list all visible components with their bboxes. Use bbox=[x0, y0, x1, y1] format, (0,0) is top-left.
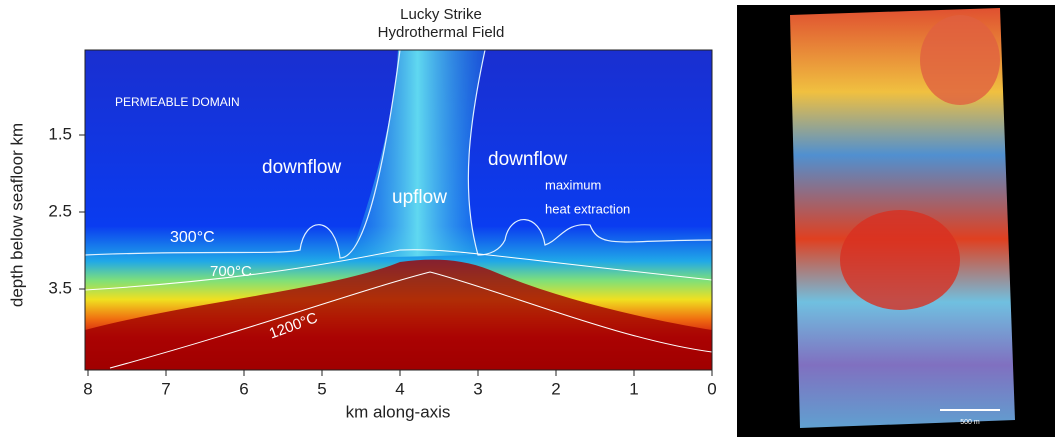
y-axis-label: depth below seafloor km bbox=[7, 123, 26, 307]
x-tick-label: 5 bbox=[317, 379, 326, 398]
x-tick-label: 4 bbox=[395, 379, 404, 398]
figure: PERMEABLE DOMAIN downflow downflow upflo… bbox=[0, 0, 1059, 438]
map-feature bbox=[920, 15, 1000, 105]
scale-label: 500 m bbox=[960, 419, 980, 426]
panel-a: PERMEABLE DOMAIN downflow downflow upflo… bbox=[7, 6, 716, 422]
title: Hydrothermal Field bbox=[378, 24, 505, 41]
annotation: upflow bbox=[392, 187, 447, 208]
annotation: downflow bbox=[488, 149, 567, 170]
map-feature bbox=[840, 210, 960, 310]
panel-b: 500 m bbox=[737, 5, 1055, 437]
x-tick-label: 8 bbox=[83, 379, 92, 398]
y-tick-label: 1.5 bbox=[48, 124, 72, 143]
annotation: downflow bbox=[262, 157, 341, 178]
x-axis-label: km along-axis bbox=[346, 402, 451, 421]
annotation: maximum bbox=[545, 177, 601, 192]
x-tick-label: 6 bbox=[239, 379, 248, 398]
annotation: heat extraction bbox=[545, 201, 630, 216]
x-tick-label: 2 bbox=[551, 379, 560, 398]
y-tick-label: 3.5 bbox=[48, 278, 72, 297]
y-tick-label: 2.5 bbox=[48, 201, 72, 220]
x-tick-label: 7 bbox=[161, 379, 170, 398]
x-tick-label: 1 bbox=[629, 379, 638, 398]
x-tick-label: 0 bbox=[707, 379, 716, 398]
annotation: 700°C bbox=[210, 263, 252, 280]
title: Lucky Strike bbox=[400, 6, 482, 23]
x-tick-label: 3 bbox=[473, 379, 482, 398]
annotation: 300°C bbox=[170, 229, 215, 246]
annotation: PERMEABLE DOMAIN bbox=[115, 95, 240, 109]
